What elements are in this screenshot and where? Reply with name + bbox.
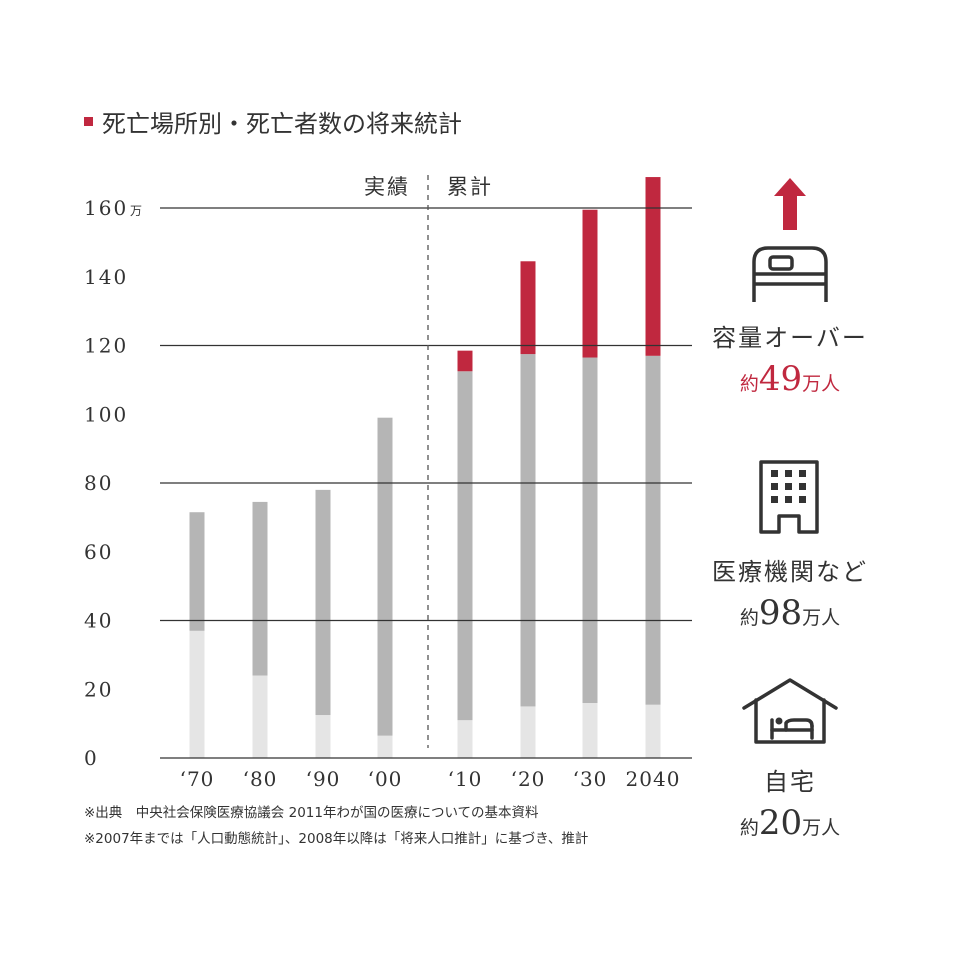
bar-segment-medical xyxy=(189,512,205,631)
legend-capacity-over: 容量オーバー 約49万人 xyxy=(690,178,890,399)
source-notes: ※出典 中央社会保険医療協議会 2011年わが国の医療についての基本資料 ※20… xyxy=(84,800,588,852)
x-tick-label: ‘80 xyxy=(243,767,278,791)
building-icon xyxy=(759,460,819,534)
y-tick-label: 120 xyxy=(84,334,128,358)
source-note-1: ※出典 中央社会保険医療協議会 2011年わが国の医療についての基本資料 xyxy=(84,805,539,821)
bar-segment-medical xyxy=(252,501,268,676)
legend-value-suffix: 万人 xyxy=(802,373,841,395)
legend-value-prefix: 約 xyxy=(739,607,759,629)
bar-segment-home xyxy=(252,675,268,758)
y-tick-label: 40 xyxy=(84,609,113,633)
up-arrow-bed-icon xyxy=(752,178,828,302)
legend-label-home: 自宅 xyxy=(764,768,816,796)
legend-value-suffix: 万人 xyxy=(802,607,841,629)
bar-segment-home xyxy=(645,704,661,758)
bar-segment-capacity-over xyxy=(582,209,598,358)
bar-segment-home xyxy=(189,630,205,758)
legend-home: 自宅 約20万人 xyxy=(690,676,890,843)
bar-segment-medical xyxy=(520,354,536,707)
y-tick-label: 0 xyxy=(84,746,99,770)
x-tick-label: 2040 xyxy=(626,767,681,791)
x-tick-label: ‘20 xyxy=(511,767,546,791)
legend-value-prefix: 約 xyxy=(739,817,759,839)
y-tick-label: 100 xyxy=(84,402,128,426)
bar-segment-home xyxy=(582,703,598,758)
legend-value-prefix: 約 xyxy=(739,373,759,395)
y-tick-label: 80 xyxy=(84,471,113,495)
house-icon xyxy=(742,678,838,744)
chart-title-text: 死亡場所別・死亡者数の将来統計 xyxy=(102,110,462,138)
x-tick-label: ‘10 xyxy=(448,767,483,791)
title-marker xyxy=(84,117,93,126)
y-tick-label: 160 xyxy=(84,196,128,220)
legend-medical: 医療機関など 約98万人 xyxy=(690,458,890,633)
legend-value-number: 98 xyxy=(758,593,803,633)
bar-segment-medical xyxy=(582,357,598,703)
bar-segment-home xyxy=(315,715,331,758)
legend-value-number: 20 xyxy=(758,803,803,843)
y-tick-label: 60 xyxy=(84,540,113,564)
legend-label-capacity-over: 容量オーバー xyxy=(712,324,868,352)
source-note-2: ※2007年までは「人口動態統計」、2008年以降は「将来人口推計」に基づき、推… xyxy=(84,831,589,847)
y-axis-unit: 万 xyxy=(130,204,142,218)
legend-value-capacity-over: 約49万人 xyxy=(690,359,890,399)
bar-segment-medical xyxy=(645,355,661,705)
bar-segment-medical xyxy=(377,417,393,736)
legend-label-medical: 医療機関など xyxy=(712,558,868,586)
bar-segment-capacity-over xyxy=(520,261,536,355)
y-tick-label: 140 xyxy=(84,265,128,289)
bar-segment-home xyxy=(377,735,393,758)
y-tick-label: 20 xyxy=(84,677,113,701)
period-label-estimate: 累計 xyxy=(447,175,493,199)
bar-segment-medical xyxy=(457,371,473,721)
x-tick-label: ‘70 xyxy=(180,767,215,791)
x-tick-label: ‘00 xyxy=(368,767,403,791)
bar-segment-medical xyxy=(315,489,331,716)
bar-segment-home xyxy=(457,720,473,758)
legend-value-suffix: 万人 xyxy=(802,817,841,839)
bar-segment-capacity-over xyxy=(457,350,473,372)
bar-segment-capacity-over xyxy=(645,177,661,356)
legend-value-medical: 約98万人 xyxy=(690,593,890,633)
bar-segment-home xyxy=(520,706,536,758)
legend-value-number: 49 xyxy=(758,359,803,399)
period-label-actual: 実績 xyxy=(364,175,410,199)
x-tick-label: ‘30 xyxy=(573,767,608,791)
chart-title: 死亡場所別・死亡者数の将来統計 xyxy=(84,104,462,139)
x-tick-label: ‘90 xyxy=(306,767,341,791)
legend-value-home: 約20万人 xyxy=(690,803,890,843)
